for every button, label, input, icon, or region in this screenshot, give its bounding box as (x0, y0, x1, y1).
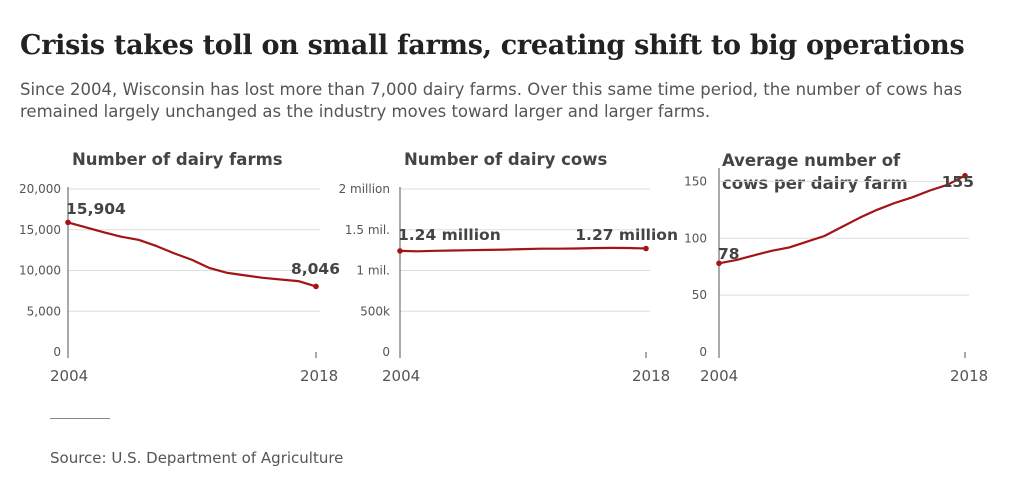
source-divider (50, 418, 110, 419)
y-tick-label: 1 mil. (356, 264, 390, 278)
x-tick-label: 2018 (950, 367, 988, 385)
data-label-end: 1.27 million (575, 226, 678, 244)
chart-panel-2: Number of dairy cows 0 500k 1 mil. 1.5 mil. 2… (339, 150, 678, 385)
source-note: Source: U.S. Department of Agriculture (50, 449, 344, 467)
y-tick-label: 20,000 (19, 182, 61, 196)
data-point (397, 248, 403, 254)
data-point (962, 172, 968, 179)
y-tick-label: 15,000 (19, 223, 61, 237)
data-label-end: 155 (942, 173, 974, 191)
y-tick-label: 50 (692, 288, 707, 302)
y-tick-label: 2 million (339, 182, 390, 196)
y-tick-label: 0 (382, 345, 390, 359)
chart-subtitle: Since 2004, Wisconsin has lost more than… (20, 80, 963, 121)
panel-title: Number of dairy cows (404, 150, 607, 169)
x-tick-label: 2004 (700, 367, 738, 385)
panel-title: Average number of (722, 151, 901, 170)
data-point (65, 219, 71, 226)
data-point (313, 283, 319, 290)
x-tick-label: 2018 (632, 367, 670, 385)
x-tick-label: 2004 (382, 367, 420, 385)
y-tick-label: 100 (684, 231, 707, 245)
panel-title: cows per dairy farm (722, 174, 908, 193)
data-label-start: 1.24 million (398, 226, 501, 244)
x-tick-label: 2004 (50, 367, 88, 385)
data-label-start: 15,904 (66, 200, 126, 218)
y-tick-label: 500k (360, 304, 390, 318)
data-label-end: 8,046 (291, 260, 340, 278)
chart-title: Crisis takes toll on small farms, creati… (20, 30, 965, 61)
y-tick-label: 150 (684, 174, 707, 188)
panel-title: Number of dairy farms (72, 150, 283, 169)
chart-panel-3: Average number of cows per dairy farm 0 50 1… (684, 151, 988, 385)
data-label-start: 78 (718, 245, 740, 263)
data-point (643, 245, 649, 252)
y-tick-label: 0 (53, 345, 61, 359)
data-series-line (718, 174, 966, 265)
chart-panel-1: Number of dairy farms 0 5,000 10,000 15,000 2… (19, 150, 340, 385)
data-series-line (399, 246, 647, 253)
data-point (716, 260, 722, 267)
y-tick-label: 1.5 mil. (345, 223, 390, 237)
y-tick-label: 0 (699, 345, 707, 359)
x-tick-label: 2018 (300, 367, 338, 385)
y-tick-label: 5,000 (27, 304, 61, 318)
data-series-line (67, 221, 317, 288)
y-tick-label: 10,000 (19, 264, 61, 278)
